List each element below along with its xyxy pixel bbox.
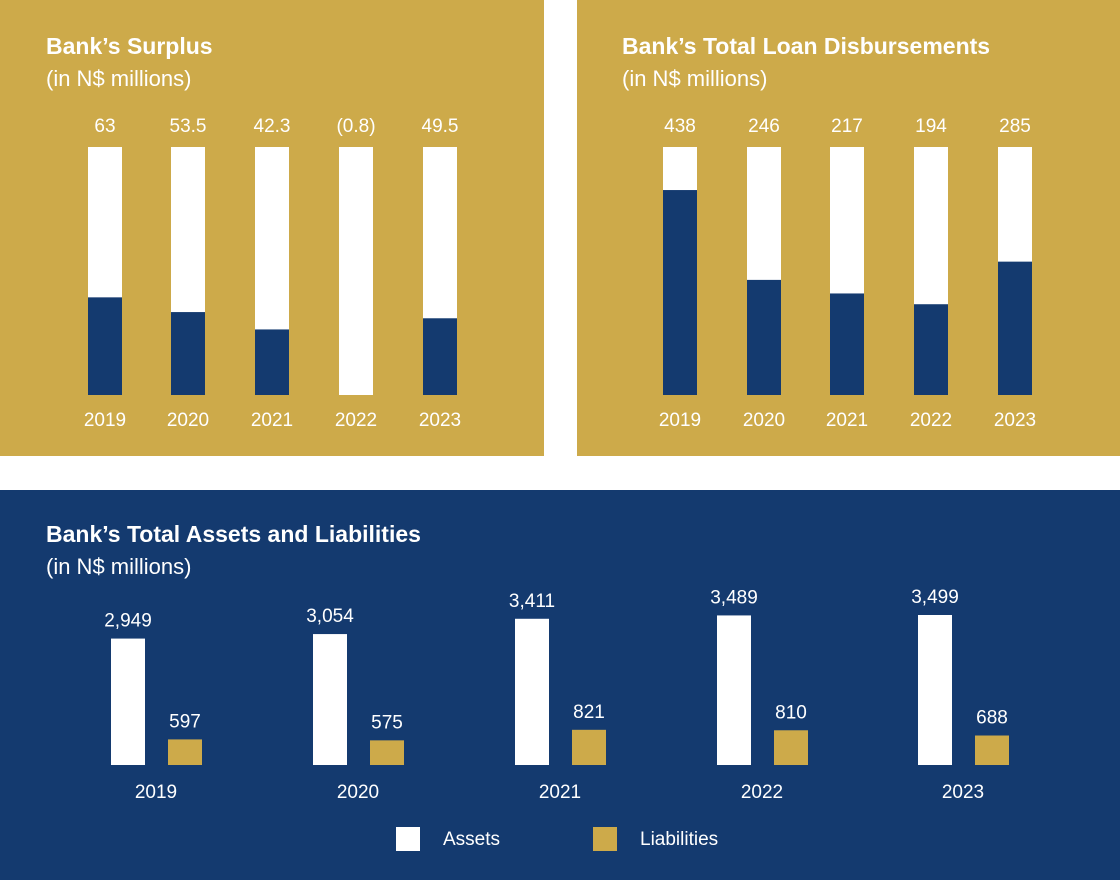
liabilities-bar <box>572 729 606 765</box>
x-tick-label: 2020 <box>743 410 785 431</box>
x-tick-label: 2022 <box>910 410 952 431</box>
bar <box>663 190 697 395</box>
surplus-subtitle: (in N$ millions) <box>46 66 191 91</box>
liabilities-data-label: 575 <box>371 712 403 733</box>
data-label: (0.8) <box>336 116 375 137</box>
x-tick-label: 2019 <box>135 782 177 803</box>
x-tick-label: 2023 <box>994 410 1036 431</box>
liabilities-bar <box>774 730 808 765</box>
bar <box>255 329 289 395</box>
x-tick-label: 2020 <box>167 410 209 431</box>
assets-bar <box>111 638 145 765</box>
x-tick-label: 2021 <box>251 410 293 431</box>
bar <box>998 261 1032 395</box>
data-label: 246 <box>748 116 780 137</box>
x-tick-label: 2021 <box>826 410 868 431</box>
data-label: 49.5 <box>422 116 459 137</box>
data-label: 194 <box>915 116 947 137</box>
liabilities-bar <box>168 739 202 765</box>
x-tick-label: 2019 <box>659 410 701 431</box>
assets-data-label: 3,489 <box>710 587 758 608</box>
assets-data-label: 3,499 <box>911 587 959 608</box>
assets-title: Bank’s Total Assets and Liabilities <box>46 521 421 547</box>
data-label: 438 <box>664 116 696 137</box>
assets-data-label: 3,054 <box>306 606 354 627</box>
assets-bar <box>717 615 751 765</box>
assets-data-label: 2,949 <box>104 611 152 632</box>
data-label: 63 <box>94 116 115 137</box>
loans-title: Bank’s Total Loan Disbursements <box>622 33 990 59</box>
bar-background <box>339 147 373 395</box>
bar <box>830 293 864 395</box>
liabilities-data-label: 688 <box>976 708 1008 729</box>
surplus-panel: Bank’s Surplus (in N$ millions) 63 2019 53… <box>0 0 544 456</box>
assets-bar <box>313 634 347 765</box>
assets-data-label: 3,411 <box>509 591 555 612</box>
bar <box>914 304 948 395</box>
bar <box>747 279 781 395</box>
assets-bar <box>918 615 952 765</box>
legend-swatch-assets <box>396 827 420 851</box>
legend-label-liabilities: Liabilities <box>640 829 718 850</box>
bar <box>171 312 205 395</box>
x-tick-label: 2019 <box>84 410 126 431</box>
loans-subtitle: (in N$ millions) <box>622 66 767 91</box>
bar <box>423 318 457 395</box>
data-label: 217 <box>831 116 863 137</box>
x-tick-label: 2023 <box>419 410 461 431</box>
assets-subtitle: (in N$ millions) <box>46 554 191 579</box>
data-label: 285 <box>999 116 1031 137</box>
x-tick-label: 2023 <box>942 782 984 803</box>
surplus-title: Bank’s Surplus <box>46 33 213 59</box>
legend-label-assets: Assets <box>443 829 500 850</box>
assets-chart: Bank’s Total Assets and Liabilities (in … <box>46 521 1009 851</box>
assets-bar <box>515 618 549 765</box>
liabilities-data-label: 810 <box>775 702 807 723</box>
loans-chart: Bank’s Total Loan Disbursements (in N$ m… <box>622 33 1036 431</box>
legend-swatch-liabilities <box>593 827 617 851</box>
data-label: 53.5 <box>170 116 207 137</box>
liabilities-bar <box>370 740 404 765</box>
assets-panel: Bank’s Total Assets and Liabilities (in … <box>0 490 1120 880</box>
x-tick-label: 2021 <box>539 782 581 803</box>
bar <box>88 297 122 395</box>
x-tick-label: 2020 <box>337 782 379 803</box>
x-tick-label: 2022 <box>335 410 377 431</box>
liabilities-data-label: 821 <box>573 702 605 723</box>
surplus-chart: Bank’s Surplus (in N$ millions) 63 2019 53… <box>46 33 461 431</box>
loans-panel: Bank’s Total Loan Disbursements (in N$ m… <box>577 0 1120 456</box>
liabilities-data-label: 597 <box>169 711 201 732</box>
x-tick-label: 2022 <box>741 782 783 803</box>
liabilities-bar <box>975 735 1009 765</box>
data-label: 42.3 <box>254 116 291 137</box>
